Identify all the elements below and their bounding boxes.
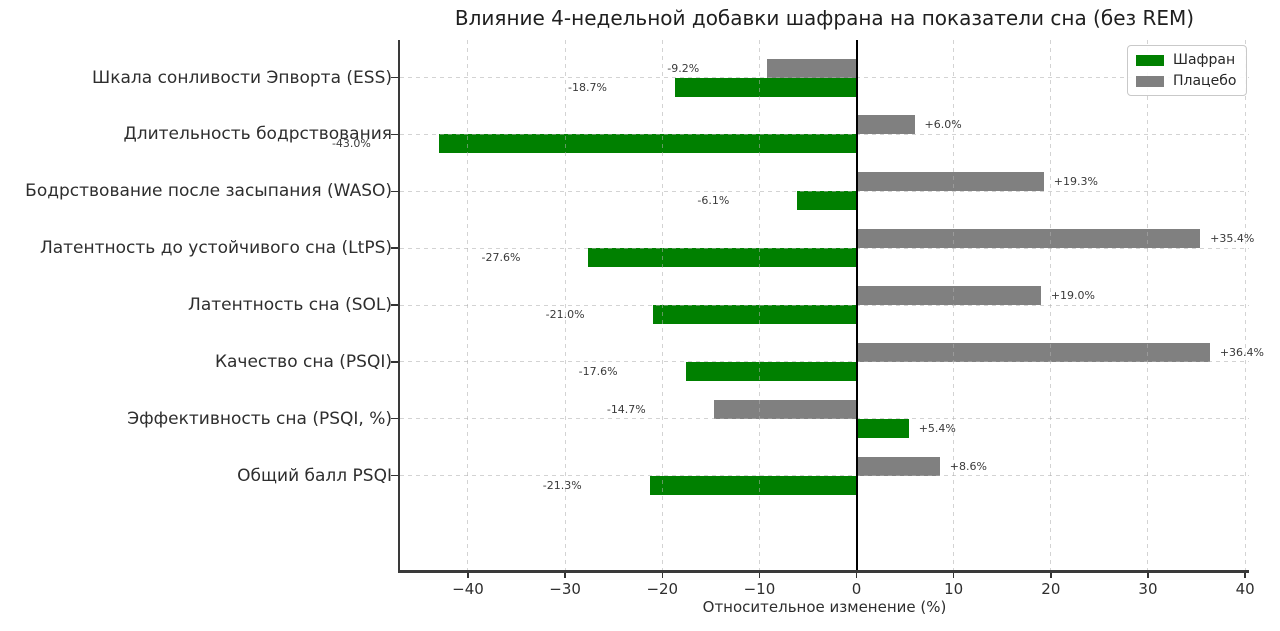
bar-value-label: +6.0%: [924, 118, 962, 132]
y-tick-label: Латентность сна (SOL): [188, 295, 392, 315]
x-tick-mark: [564, 572, 566, 578]
bar-value-label: -21.0%: [545, 308, 585, 321]
x-tick-label: −40: [452, 580, 484, 598]
bar-placebo: [856, 172, 1045, 192]
bar-saffron: [588, 248, 857, 268]
chart-title: Влияние 4-недельной добавки шафрана на п…: [454, 6, 1195, 30]
placebo-swatch-icon: [1136, 75, 1164, 87]
bottom-axis-spine: [398, 570, 1249, 573]
bar-saffron: [685, 361, 857, 381]
gridline-horizontal: [400, 190, 1249, 192]
bar-placebo: [856, 115, 915, 135]
gridline-horizontal: [400, 418, 1249, 420]
bar-placebo: [767, 58, 857, 78]
legend-item-saffron: Шафран: [1136, 52, 1236, 68]
y-tick-label: Бодрствование после засыпания (WASO): [25, 181, 392, 202]
y-tick-mark: [391, 76, 398, 79]
gridline-horizontal: [400, 133, 1249, 135]
bar-placebo: [856, 229, 1201, 249]
gridline-horizontal: [400, 361, 1249, 363]
saffron-swatch-icon: [1136, 54, 1164, 66]
legend-label-placebo: Плацебо: [1173, 73, 1237, 89]
x-tick-label: 0: [851, 580, 862, 598]
bar-value-label: -14.7%: [606, 402, 646, 416]
y-tick-mark: [391, 247, 398, 249]
bar-value-label: +19.0%: [1050, 289, 1095, 302]
bar-saffron: [674, 77, 857, 97]
bar-saffron: [856, 418, 909, 438]
x-tick-label: 30: [1138, 580, 1158, 598]
y-tick-mark: [391, 417, 398, 420]
legend-label-saffron: Шафран: [1173, 52, 1236, 68]
bar-saffron: [797, 191, 857, 211]
x-tick-label: −20: [646, 580, 679, 598]
x-tick-label: −30: [549, 580, 581, 598]
y-tick-mark: [391, 304, 398, 306]
x-tick-mark: [855, 572, 858, 578]
bar-value-label: +19.3%: [1053, 175, 1098, 189]
y-tick-mark: [391, 190, 398, 193]
y-tick-label: Общий балл PSQI: [237, 465, 392, 486]
left-axis-spine: [398, 40, 400, 573]
bar-saffron: [438, 134, 857, 154]
legend: Шафран Плацебо: [1127, 45, 1248, 96]
y-tick-mark: [391, 474, 398, 477]
x-tick-label: 10: [944, 580, 964, 598]
y-tick-label: Эффективность сна (PSQI, %): [127, 408, 392, 429]
gridline-horizontal: [400, 475, 1249, 477]
y-tick-label: Качество сна (PSQI): [214, 351, 392, 372]
bar-value-label: -17.6%: [578, 364, 618, 378]
gridline-horizontal: [400, 247, 1249, 249]
bar-placebo: [856, 286, 1042, 305]
gridline-horizontal: [400, 304, 1249, 306]
bar-value-label: -27.6%: [481, 251, 521, 265]
bar-value-label: -18.7%: [568, 80, 607, 94]
y-tick-mark: [391, 133, 398, 136]
y-tick-label: Шкала сонливости Эпворта (ESS): [92, 67, 392, 88]
x-tick-label: −10: [743, 580, 776, 598]
x-tick-mark: [1147, 572, 1149, 578]
bar-value-label: +8.6%: [949, 459, 987, 473]
x-tick-label: 40: [1235, 580, 1255, 598]
bar-saffron: [649, 475, 857, 495]
x-tick-mark: [467, 572, 469, 578]
y-tick-label: Латентность до устойчивого сна (LtPS): [39, 238, 392, 259]
bar-placebo: [713, 399, 857, 419]
bar-value-label: +5.4%: [918, 421, 956, 435]
y-tick-mark: [391, 361, 398, 363]
x-tick-mark: [1050, 572, 1052, 578]
gridline-horizontal: [400, 77, 1249, 79]
y-tick-label: Длительность бодрствования: [123, 124, 392, 145]
x-tick-mark: [758, 572, 761, 578]
x-axis-label: Относительное изменение (%): [702, 598, 947, 616]
bar-value-label: -21.3%: [542, 478, 582, 492]
legend-item-placebo: Плацебо: [1136, 73, 1236, 89]
x-tick-mark: [1244, 572, 1246, 578]
bar-value-label: -6.1%: [697, 194, 730, 208]
x-tick-label: 20: [1041, 580, 1061, 598]
x-tick-mark: [952, 572, 955, 578]
bar-value-label: -9.2%: [667, 61, 700, 75]
bar-value-label: -43.0%: [331, 137, 371, 151]
x-tick-mark: [661, 572, 664, 578]
bar-value-label: +36.4%: [1219, 345, 1265, 359]
bar-value-label: +35.4%: [1210, 232, 1255, 246]
bar-saffron: [652, 305, 857, 324]
bar-placebo: [856, 456, 941, 476]
bar-placebo: [856, 342, 1211, 362]
zero-baseline: [855, 40, 858, 570]
